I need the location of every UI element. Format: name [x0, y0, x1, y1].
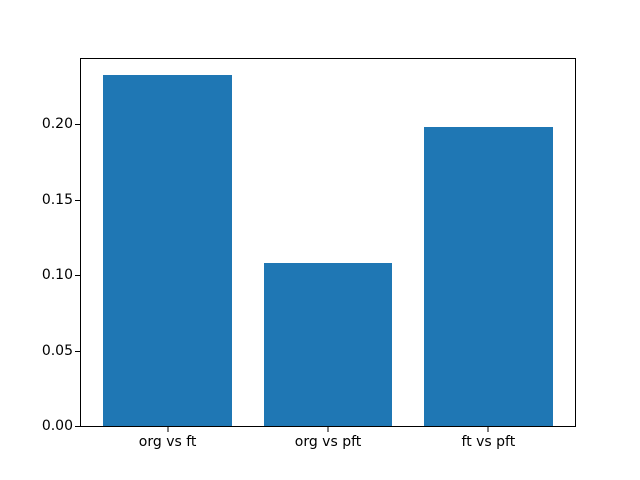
plot-area: 0.00 0.05 0.10 0.15 0.20 org vs ft org vs pft f…: [42, 58, 576, 449]
y-axis-tick: [75, 124, 80, 126]
x-axis-tick: [487, 427, 489, 432]
x-axis-tick-label: org vs pft: [294, 434, 362, 450]
y-axis-tick: [75, 275, 80, 277]
y-axis-tick: [75, 426, 80, 427]
bar-ft-vs-pft: [424, 127, 553, 426]
y-axis-tick-label: 0.15: [41, 191, 73, 208]
bar-org-vs-pft: [263, 263, 393, 426]
x-axis-tick: [167, 427, 169, 432]
y-axis-tick-label: 0.00: [41, 418, 73, 434]
y-axis-tick: [75, 199, 80, 201]
y-axis-tick-label: 0.20: [41, 116, 73, 133]
bar-org-vs-ft: [103, 74, 232, 426]
x-axis-tick-label: ft vs pft: [461, 434, 516, 450]
y-axis-tick-label: 0.10: [41, 267, 73, 284]
y-axis-tick-label: 0.05: [41, 342, 73, 359]
x-axis-tick-label: org vs ft: [138, 434, 197, 450]
y-axis-tick: [75, 350, 80, 352]
x-axis-tick: [327, 427, 329, 432]
